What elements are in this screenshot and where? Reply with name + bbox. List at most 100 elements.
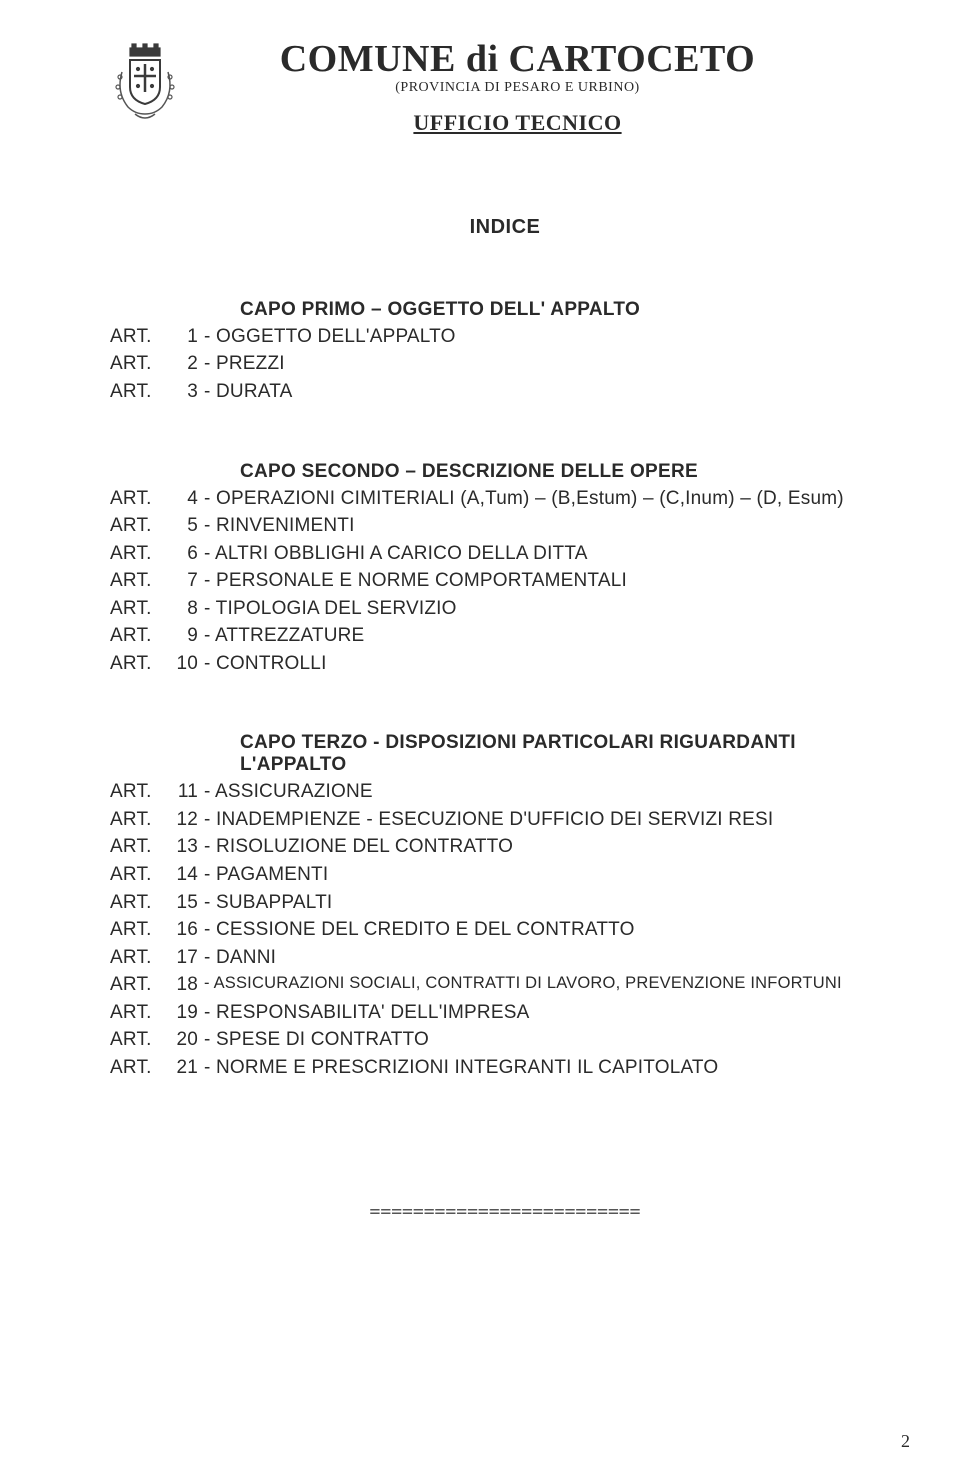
- article-number: 12: [165, 806, 204, 834]
- article-label: ART.: [110, 1026, 165, 1054]
- article-number: 21: [165, 1054, 204, 1082]
- article-description: - ASSICURAZIONI SOCIALI, CONTRATTI DI LA…: [204, 971, 900, 999]
- main-title: COMUNE di CARTOCETO: [205, 40, 830, 80]
- article-row: ART.21- NORME E PRESCRIZIONI INTEGRANTI …: [110, 1054, 900, 1082]
- article-number: 14: [165, 861, 204, 889]
- article-row: ART.17- DANNI: [110, 944, 900, 972]
- article-description: - SPESE DI CONTRATTO: [204, 1026, 900, 1054]
- article-number: 17: [165, 944, 204, 972]
- article-number: 8: [165, 595, 204, 623]
- separator-line: =========================: [110, 1201, 900, 1222]
- office-name: UFFICIO TECNICO: [205, 110, 830, 136]
- article-label: ART.: [110, 889, 165, 917]
- article-row: ART.6- ALTRI OBBLIGHI A CARICO DELLA DIT…: [110, 540, 900, 568]
- article-label: ART.: [110, 378, 165, 406]
- article-description: - CONTROLLI: [204, 650, 900, 678]
- article-number: 1: [165, 323, 204, 351]
- article-label: ART.: [110, 916, 165, 944]
- article-description: - RISOLUZIONE DEL CONTRATTO: [204, 833, 900, 861]
- article-label: ART.: [110, 650, 165, 678]
- toc-section: CAPO PRIMO – OGGETTO DELL' APPALTOART.1-…: [110, 299, 900, 406]
- toc-section: CAPO TERZO - DISPOSIZIONI PARTICOLARI RI…: [110, 732, 900, 1081]
- article-label: ART.: [110, 861, 165, 889]
- toc-section: CAPO SECONDO – DESCRIZIONE DELLE OPEREAR…: [110, 461, 900, 678]
- article-number: 19: [165, 999, 204, 1027]
- article-row: ART.15- SUBAPPALTI: [110, 889, 900, 917]
- article-label: ART.: [110, 778, 165, 806]
- article-number: 18: [165, 971, 204, 999]
- article-row: ART.5- RINVENIMENTI: [110, 512, 900, 540]
- article-label: ART.: [110, 485, 165, 513]
- article-description: - PAGAMENTI: [204, 861, 900, 889]
- article-description: - OPERAZIONI CIMITERIALI (A,Tum) – (B,Es…: [204, 485, 900, 513]
- article-row: ART.9- ATTREZZATURE: [110, 622, 900, 650]
- page-number: 2: [901, 1431, 910, 1452]
- article-number: 7: [165, 567, 204, 595]
- article-description: - ASSICURAZIONE: [204, 778, 900, 806]
- article-description: - ATTREZZATURE: [204, 622, 900, 650]
- article-number: 5: [165, 512, 204, 540]
- article-row: ART.4- OPERAZIONI CIMITERIALI (A,Tum) – …: [110, 485, 900, 513]
- article-label: ART.: [110, 971, 165, 999]
- article-row: ART.20- SPESE DI CONTRATTO: [110, 1026, 900, 1054]
- article-label: ART.: [110, 323, 165, 351]
- page: COMUNE di CARTOCETO (PROVINCIA DI PESARO…: [0, 0, 960, 1477]
- article-description: - PREZZI: [204, 350, 900, 378]
- section-heading: CAPO TERZO - DISPOSIZIONI PARTICOLARI RI…: [240, 732, 900, 776]
- article-row: ART.3- DURATA: [110, 378, 900, 406]
- sections-container: CAPO PRIMO – OGGETTO DELL' APPALTOART.1-…: [110, 299, 900, 1081]
- article-description: - ALTRI OBBLIGHI A CARICO DELLA DITTA: [204, 540, 900, 568]
- article-number: 15: [165, 889, 204, 917]
- article-row: ART.19- RESPONSABILITA' DELL'IMPRESA: [110, 999, 900, 1027]
- article-description: - OGGETTO DELL'APPALTO: [204, 323, 900, 351]
- article-row: ART.16- CESSIONE DEL CREDITO E DEL CONTR…: [110, 916, 900, 944]
- article-label: ART.: [110, 833, 165, 861]
- article-number: 4: [165, 485, 204, 513]
- article-description: - NORME E PRESCRIZIONI INTEGRANTI IL CAP…: [204, 1054, 900, 1082]
- article-row: ART.2- PREZZI: [110, 350, 900, 378]
- article-label: ART.: [110, 595, 165, 623]
- index-heading: INDICE: [110, 216, 900, 239]
- article-number: 13: [165, 833, 204, 861]
- article-label: ART.: [110, 350, 165, 378]
- article-row: ART.18- ASSICURAZIONI SOCIALI, CONTRATTI…: [110, 971, 900, 999]
- article-label: ART.: [110, 944, 165, 972]
- article-label: ART.: [110, 567, 165, 595]
- article-description: - RINVENIMENTI: [204, 512, 900, 540]
- article-description: - TIPOLOGIA DEL SERVIZIO: [204, 595, 900, 623]
- article-row: ART.10- CONTROLLI: [110, 650, 900, 678]
- article-number: 6: [165, 540, 204, 568]
- document-header: COMUNE di CARTOCETO (PROVINCIA DI PESARO…: [110, 40, 900, 136]
- article-label: ART.: [110, 1054, 165, 1082]
- article-label: ART.: [110, 806, 165, 834]
- article-row: ART.1- OGGETTO DELL'APPALTO: [110, 323, 900, 351]
- article-row: ART.14- PAGAMENTI: [110, 861, 900, 889]
- article-label: ART.: [110, 540, 165, 568]
- article-description: - INADEMPIENZE - ESECUZIONE D'UFFICIO DE…: [204, 806, 900, 834]
- article-number: 11: [165, 778, 204, 806]
- article-label: ART.: [110, 622, 165, 650]
- article-row: ART.11- ASSICURAZIONE: [110, 778, 900, 806]
- article-number: 2: [165, 350, 204, 378]
- article-label: ART.: [110, 999, 165, 1027]
- article-row: ART.12- INADEMPIENZE - ESECUZIONE D'UFFI…: [110, 806, 900, 834]
- article-row: ART.7- PERSONALE E NORME COMPORTAMENTALI: [110, 567, 900, 595]
- article-number: 9: [165, 622, 204, 650]
- article-description: - DANNI: [204, 944, 900, 972]
- article-row: ART.13- RISOLUZIONE DEL CONTRATTO: [110, 833, 900, 861]
- article-number: 20: [165, 1026, 204, 1054]
- article-description: - PERSONALE E NORME COMPORTAMENTALI: [204, 567, 900, 595]
- article-label: ART.: [110, 512, 165, 540]
- section-heading: CAPO PRIMO – OGGETTO DELL' APPALTO: [240, 299, 900, 321]
- article-number: 16: [165, 916, 204, 944]
- article-number: 3: [165, 378, 204, 406]
- coat-of-arms-icon: [110, 42, 180, 127]
- header-text-block: COMUNE di CARTOCETO (PROVINCIA DI PESARO…: [205, 40, 900, 136]
- article-number: 10: [165, 650, 204, 678]
- article-description: - SUBAPPALTI: [204, 889, 900, 917]
- article-row: ART.8- TIPOLOGIA DEL SERVIZIO: [110, 595, 900, 623]
- section-heading: CAPO SECONDO – DESCRIZIONE DELLE OPERE: [240, 461, 900, 483]
- article-description: - CESSIONE DEL CREDITO E DEL CONTRATTO: [204, 916, 900, 944]
- article-description: - DURATA: [204, 378, 900, 406]
- province-subtitle: (PROVINCIA DI PESARO E URBINO): [205, 80, 830, 96]
